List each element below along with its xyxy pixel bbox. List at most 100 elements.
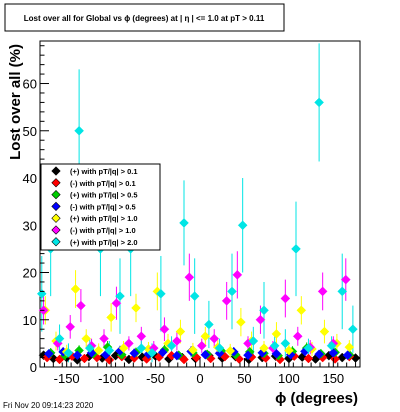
data-point: [243, 350, 253, 361]
data-point: [172, 350, 182, 361]
data-markers: [36, 97, 361, 365]
data-point: [79, 353, 90, 364]
data-point: [166, 340, 177, 351]
data-point: [348, 324, 358, 335]
data-point: [179, 218, 189, 228]
y-axis-title: Lost over all (%): [7, 44, 24, 160]
y-tick-label: 40: [23, 171, 37, 186]
data-point: [303, 343, 314, 353]
x-tick-label: -100: [98, 371, 124, 386]
data-point: [342, 350, 353, 361]
title-box: [4, 3, 285, 32]
y-tick-label: 10: [23, 313, 37, 328]
y-tick-label: 0: [30, 360, 37, 375]
x-tick-label: 50: [237, 371, 251, 386]
data-point: [175, 326, 186, 337]
data-point: [188, 345, 198, 355]
data-point: [136, 331, 147, 342]
legend-label: (+) with pT/|q| > 1.0: [70, 214, 138, 223]
data-point: [111, 298, 122, 309]
data-point: [225, 346, 236, 356]
x-tick-label: 150: [322, 371, 344, 386]
data-point: [296, 305, 307, 316]
data-point: [259, 305, 269, 316]
x-tick-label: -150: [54, 371, 80, 386]
data-point: [209, 333, 220, 344]
data-point: [232, 270, 243, 280]
data-point: [200, 349, 211, 360]
x-axis-ticks: -150 -100 -50 0 50 100 150: [43, 358, 357, 386]
data-point: [248, 336, 259, 346]
y-tick-label: 20: [23, 266, 37, 281]
data-point: [326, 340, 337, 351]
legend-marker: [51, 189, 61, 200]
legend-marker: [51, 166, 61, 176]
data-point: [221, 296, 232, 306]
data-point: [259, 343, 269, 353]
y-tick-label: 30: [23, 218, 37, 233]
data-point: [74, 125, 84, 136]
data-point: [44, 348, 54, 359]
data-point: [172, 336, 182, 346]
x-tick-label: 100: [278, 371, 300, 386]
data-point: [65, 321, 76, 332]
data-point: [284, 345, 294, 356]
data-point: [344, 342, 355, 353]
data-point: [314, 349, 324, 360]
legend-marker: [51, 201, 61, 212]
data-point: [54, 333, 65, 344]
data-point: [292, 331, 303, 342]
legend-marker: [51, 237, 61, 247]
data-point: [269, 340, 280, 351]
data-point: [227, 286, 237, 297]
data-point: [147, 347, 157, 358]
data-point: [76, 300, 86, 311]
legend-marker: [51, 178, 61, 188]
footer-timestamp: Fri Nov 20 09:14:23 2020: [3, 401, 94, 410]
data-point: [99, 333, 109, 344]
legend-box: [40, 163, 161, 251]
y-tick-label: 60: [23, 77, 37, 92]
data-point: [280, 293, 291, 304]
data-point: [317, 286, 328, 297]
data-point: [106, 312, 116, 323]
legend-label: (-) with pT/|q| > 1.0: [70, 226, 136, 235]
data-point: [204, 319, 214, 330]
data-point: [237, 220, 248, 231]
data-point: [136, 343, 147, 353]
data-point: [291, 244, 301, 254]
data-point: [271, 329, 282, 339]
data-point: [184, 272, 195, 283]
data-point: [104, 345, 115, 356]
data-point: [81, 333, 92, 344]
data-point: [314, 97, 324, 108]
data-point: [340, 274, 351, 285]
legend: (+) with pT/|q| > 0.1 (-) with pT/|q| > 0…: [51, 166, 138, 247]
data-point: [236, 317, 246, 327]
data-point: [131, 303, 141, 313]
data-point: [124, 338, 134, 349]
data-point: [319, 326, 330, 337]
data-point: [255, 314, 266, 325]
chart-title: Lost over all for Global vs ϕ (degrees) …: [24, 14, 265, 23]
y-tick-label: 50: [23, 124, 37, 139]
legend-marker: [51, 213, 61, 223]
legend-label: (+) with pT/|q| > 0.5: [70, 191, 138, 200]
data-point: [179, 354, 189, 365]
data-point: [72, 350, 83, 361]
data-point: [159, 324, 170, 335]
data-point: [214, 343, 225, 353]
data-point: [156, 288, 166, 299]
data-point: [70, 284, 81, 294]
data-point: [63, 347, 74, 358]
data-point: [84, 343, 95, 353]
data-point: [200, 331, 211, 342]
x-axis-title: ϕ (degrees): [275, 390, 358, 407]
data-point: [280, 338, 291, 349]
data-point: [118, 343, 129, 353]
legend-label: (+) with pT/|q| > 0.1: [70, 167, 138, 176]
legend-label: (+) with pT/|q| > 2.0: [70, 238, 138, 247]
legend-label: (-) with pT/|q| > 0.5: [70, 202, 136, 211]
data-point: [157, 347, 168, 358]
